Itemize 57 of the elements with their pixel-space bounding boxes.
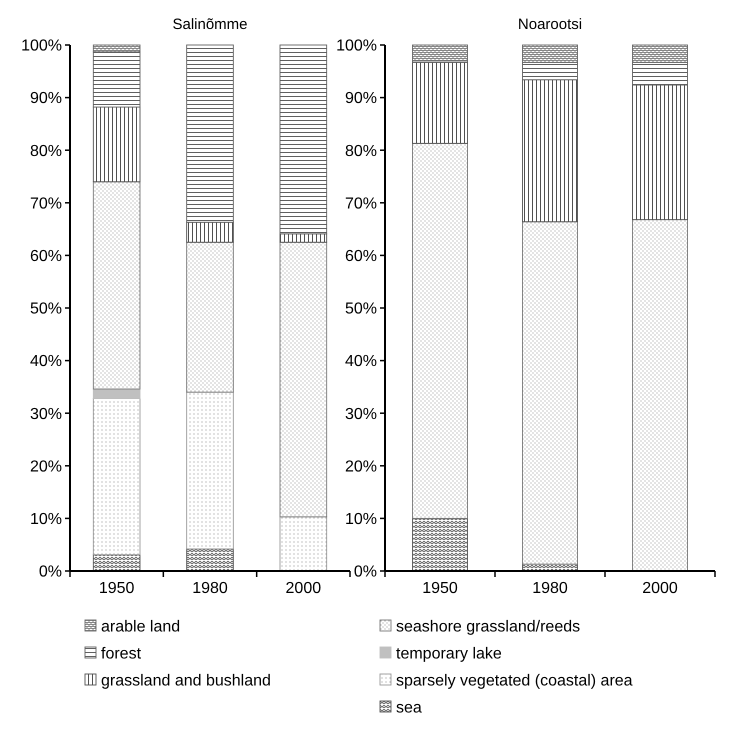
y-tick-label: 30% bbox=[30, 406, 62, 423]
legend-label: forest bbox=[101, 646, 142, 663]
y-tick-label: 0% bbox=[38, 564, 62, 581]
y-tick-label: 20% bbox=[30, 458, 62, 476]
bar bbox=[412, 518, 468, 572]
bar bbox=[186, 44, 234, 223]
y-tick-label: 40% bbox=[344, 353, 377, 370]
x-tick-label: 1980 bbox=[532, 580, 568, 597]
legend-label: sea bbox=[396, 700, 422, 717]
legend-label: arable land bbox=[101, 618, 180, 636]
bar bbox=[412, 44, 468, 62]
bar bbox=[92, 181, 140, 390]
y-tick-label: 90% bbox=[344, 90, 377, 108]
bar bbox=[92, 388, 140, 399]
bar bbox=[186, 222, 234, 243]
y-tick-label: 10% bbox=[344, 511, 377, 528]
y-tick-label: 60% bbox=[30, 248, 62, 265]
y-tick-label: 70% bbox=[344, 195, 377, 212]
bar bbox=[280, 44, 328, 234]
legend-label: sparsely vegetated (coastal) area bbox=[396, 672, 633, 690]
y-tick-label: 80% bbox=[344, 142, 377, 160]
bar bbox=[92, 398, 140, 556]
y-tick-label: 100% bbox=[21, 38, 62, 55]
y-tick-label: 0% bbox=[354, 564, 377, 581]
bar bbox=[522, 79, 578, 222]
bar bbox=[280, 516, 328, 572]
bar bbox=[186, 548, 234, 572]
y-tick-label: 30% bbox=[344, 406, 377, 423]
bar bbox=[280, 242, 328, 518]
bar bbox=[632, 84, 688, 220]
bar bbox=[412, 62, 468, 144]
y-tick-label: 80% bbox=[30, 142, 62, 160]
bar bbox=[92, 106, 140, 182]
x-tick-label: 1950 bbox=[422, 580, 458, 597]
legend-label: seashore grassland/reeds bbox=[396, 618, 580, 636]
legend-label: grassland and bushland bbox=[101, 672, 271, 690]
x-tick-label: 2000 bbox=[286, 580, 322, 597]
y-tick-label: 50% bbox=[344, 300, 377, 318]
chart-title: Noarootsi bbox=[518, 16, 582, 33]
bar bbox=[632, 219, 688, 572]
x-tick-label: 1980 bbox=[192, 580, 228, 597]
y-tick-label: 20% bbox=[344, 458, 377, 476]
y-tick-label: 10% bbox=[30, 511, 62, 528]
bar bbox=[186, 242, 234, 393]
bar bbox=[412, 142, 468, 519]
x-tick-label: 2000 bbox=[642, 580, 678, 597]
y-tick-label: 40% bbox=[30, 353, 62, 370]
legend-label: temporary lake bbox=[396, 646, 502, 663]
bar bbox=[522, 221, 578, 565]
y-tick-label: 50% bbox=[30, 300, 62, 318]
y-tick-label: 90% bbox=[30, 90, 62, 108]
chart-title: Salinõmme bbox=[172, 16, 248, 33]
bar bbox=[186, 392, 234, 550]
y-tick-label: 100% bbox=[336, 38, 377, 55]
y-tick-label: 60% bbox=[344, 248, 377, 265]
y-tick-label: 70% bbox=[30, 195, 62, 212]
x-tick-label: 1950 bbox=[98, 580, 135, 597]
